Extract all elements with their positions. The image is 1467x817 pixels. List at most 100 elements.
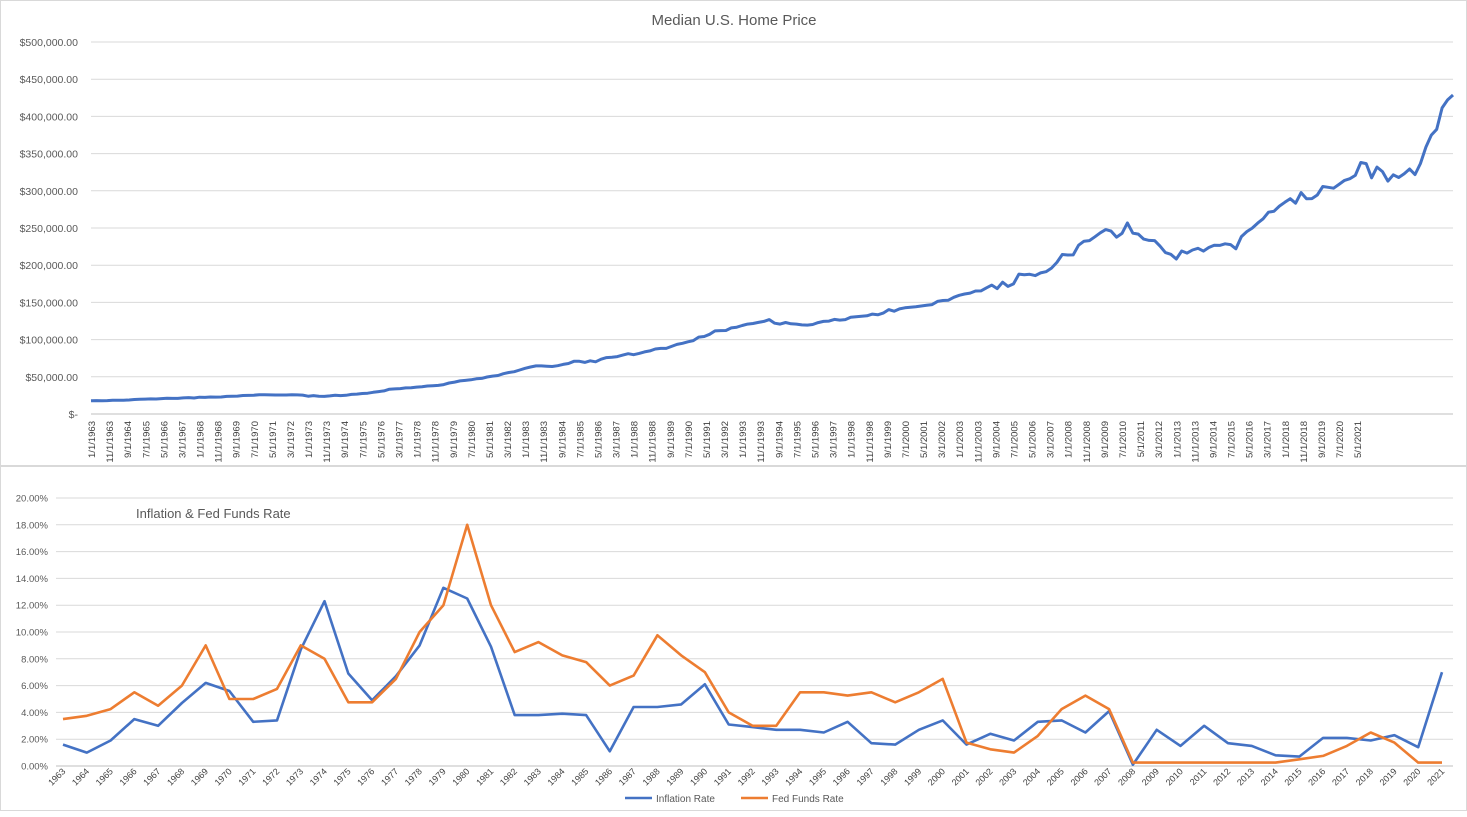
x-tick-label: 5/1/1991: [702, 421, 713, 458]
x-tick-label: 11/1/1978: [431, 421, 442, 463]
x-tick-label: 2000: [926, 766, 947, 787]
x-tick-label: 9/1/2004: [991, 421, 1002, 458]
x-tick-label: 2020: [1401, 766, 1422, 787]
x-tick-label: 11/1/1998: [865, 421, 876, 463]
x-tick-label: 1978: [403, 766, 424, 787]
x-tick-label: 1997: [855, 766, 876, 787]
x-tick-label: 5/1/2021: [1353, 421, 1364, 458]
rates-chart: 20.00% 18.00% 16.00% 14.00% 12.00% 10.00% 8.00…: [16, 494, 1453, 805]
x-tick-label: 1970: [213, 766, 234, 787]
x-tick-label: 11/1/1988: [648, 421, 659, 463]
x-tick-label: 7/1/2005: [1010, 421, 1021, 458]
chart-title: Inflation & Fed Funds Rate: [136, 506, 291, 521]
x-tick-label: 9/1/1999: [883, 421, 894, 458]
x-tick-label: 11/1/1973: [322, 421, 333, 463]
y-tick-label: 4.00%: [21, 708, 48, 719]
x-tick-label: 5/1/2001: [919, 421, 930, 458]
x-tick-label: 11/1/2018: [1299, 421, 1310, 463]
x-tick-label: 1966: [117, 766, 138, 787]
x-tick-label: 1990: [688, 766, 709, 787]
home-price-y-axis: $500,000.00 $450,000.00 $400,000.00 $350,00…: [20, 37, 79, 421]
x-tick-label: 1972: [260, 766, 281, 787]
x-tick-label: 1963: [46, 766, 67, 787]
y-tick-label: $450,000.00: [20, 74, 79, 86]
x-tick-label: 9/1/2009: [1100, 421, 1111, 458]
x-tick-label: 5/1/1996: [811, 421, 822, 458]
x-tick-label: 1993: [759, 766, 780, 787]
chart-title: Median U.S. Home Price: [651, 12, 816, 29]
legend-label-inflation: Inflation Rate: [656, 794, 715, 805]
x-tick-label: 9/1/1984: [557, 421, 568, 458]
x-tick-label: 3/1/1967: [177, 421, 188, 458]
y-tick-label: $300,000.00: [20, 186, 79, 198]
y-tick-label: 10.00%: [16, 628, 49, 639]
x-tick-label: 2010: [1164, 766, 1185, 787]
x-tick-label: 1991: [712, 766, 733, 787]
x-tick-label: 1985: [569, 766, 590, 787]
x-tick-label: 5/1/1976: [376, 421, 387, 458]
y-tick-label: 6.00%: [21, 681, 48, 692]
x-tick-label: 1/1/1973: [304, 421, 315, 458]
home-price-chart: $500,000.00 $450,000.00 $400,000.00 $350,00…: [20, 12, 1455, 463]
rates-chart-panel: 20.00% 18.00% 16.00% 14.00% 12.00% 10.00% 8.00…: [0, 466, 1467, 811]
series-line-inflation: [62, 586, 1444, 767]
x-tick-label: 1994: [783, 766, 804, 787]
y-tick-label: 2.00%: [21, 735, 48, 746]
x-tick-label: 1987: [617, 766, 638, 787]
x-tick-label: 2007: [1092, 766, 1113, 787]
x-tick-label: 3/1/1997: [829, 421, 840, 458]
x-tick-label: 1988: [641, 766, 662, 787]
x-tick-label: 5/1/1981: [485, 421, 496, 458]
home-price-series: [90, 93, 1455, 403]
x-tick-label: 11/1/1968: [214, 421, 225, 463]
home-price-gridlines: [91, 41, 1453, 415]
x-tick-label: 1981: [474, 766, 495, 787]
x-tick-label: 2018: [1354, 766, 1375, 787]
x-tick-label: 1977: [379, 766, 400, 787]
x-tick-label: 2003: [997, 766, 1018, 787]
x-tick-label: 9/1/1989: [666, 421, 677, 458]
x-tick-label: 1964: [70, 766, 91, 787]
x-tick-label: 9/1/1964: [123, 421, 134, 458]
x-tick-label: 1/1/2003: [955, 421, 966, 458]
y-tick-label: 0.00%: [21, 762, 48, 773]
y-tick-label: 12.00%: [16, 601, 49, 612]
x-tick-label: 11/1/1983: [539, 421, 550, 463]
y-tick-label: $50,000.00: [25, 372, 78, 384]
x-tick-label: 3/1/2012: [1154, 421, 1165, 458]
x-tick-label: 2006: [1069, 766, 1090, 787]
y-tick-label: $200,000.00: [20, 260, 79, 272]
x-tick-label: 5/1/1966: [159, 421, 170, 458]
x-tick-label: 2011: [1188, 766, 1209, 787]
x-tick-label: 1969: [189, 766, 210, 787]
x-tick-label: 1/1/1988: [630, 421, 641, 458]
x-tick-label: 2008: [1116, 766, 1137, 787]
x-tick-label: 1/1/2008: [1064, 421, 1075, 458]
legend: Inflation Rate Fed Funds Rate: [625, 794, 844, 805]
x-tick-label: 1971: [236, 766, 257, 787]
x-tick-label: 1999: [902, 766, 923, 787]
x-tick-label: 1974: [308, 766, 329, 787]
x-tick-label: 1968: [165, 766, 186, 787]
y-tick-label: $150,000.00: [20, 297, 79, 309]
x-tick-label: 2021: [1425, 766, 1446, 787]
x-tick-label: 3/1/1982: [503, 421, 514, 458]
x-tick-label: 1984: [545, 766, 566, 787]
x-tick-label: 3/1/2007: [1046, 421, 1057, 458]
x-tick-label: 7/1/1970: [250, 421, 261, 458]
x-tick-label: 2016: [1306, 766, 1327, 787]
x-tick-label: 7/1/1980: [467, 421, 478, 458]
x-tick-label: 1992: [736, 766, 757, 787]
x-tick-label: 2005: [1045, 766, 1066, 787]
x-tick-label: 1/1/2018: [1281, 421, 1292, 458]
x-tick-label: 1983: [522, 766, 543, 787]
y-tick-label: $250,000.00: [20, 223, 79, 235]
x-tick-label: 5/1/2016: [1245, 421, 1256, 458]
x-tick-label: 7/1/2000: [901, 421, 912, 458]
series-line-fed-funds: [62, 523, 1442, 764]
x-tick-label: 2001: [950, 766, 971, 787]
x-tick-label: 7/1/2010: [1118, 421, 1129, 458]
x-tick-label: 1996: [831, 766, 852, 787]
x-tick-label: 7/1/2020: [1335, 421, 1346, 458]
x-tick-label: 7/1/1965: [141, 421, 152, 458]
